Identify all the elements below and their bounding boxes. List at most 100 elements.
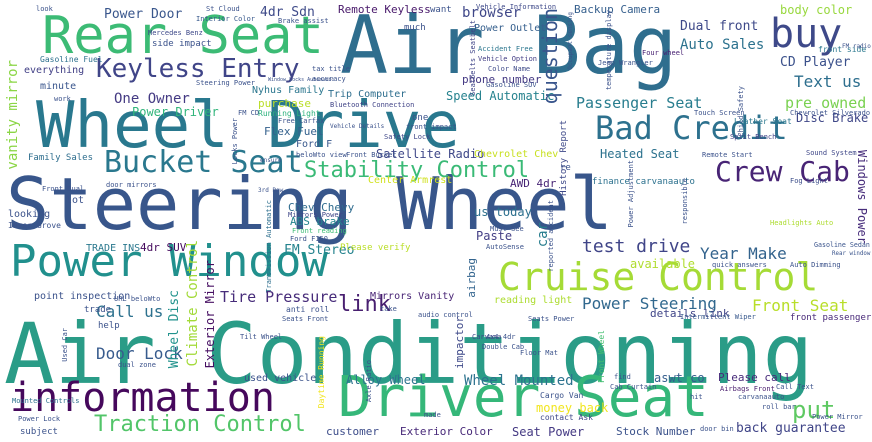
word-side-impact: side impact [152,39,212,49]
word-must-see: Must See [490,225,524,233]
word-brake-assist: Brake assist [278,17,329,25]
word-seats-power: Seats Power [528,315,575,323]
word-remote-start: Remote Start [702,151,753,159]
word-4dr-suv: 4dr SUV [140,241,187,254]
word-one: one [412,113,429,123]
word-phone-number: phone number [462,73,542,86]
word-help: help [98,321,120,331]
word-4dr-sdn: 4dr Sdn [260,5,315,20]
word-3rd-row: 3rd Row [258,187,284,194]
word-fm-radio: FM radio [842,43,871,50]
word-autosense: AutoSense [486,243,524,251]
word-power-driver: Power Driver [132,105,219,119]
word-lot: lot [66,195,85,206]
word-leather-seat: Leather Seat [734,117,792,126]
word-looking: looking [8,209,51,220]
word-hit: hit [690,393,703,401]
word-call-text: Call Text [776,383,814,391]
word-made: made [424,411,441,419]
word-accident-free: Accident Free [478,45,533,53]
word-everything: everything [24,65,85,76]
word-keyless-entry: Keyless Entry [96,54,300,84]
word-quick-answers: quick answers [712,261,767,269]
word-wheel-mounted: Wheel Mounted [464,373,574,389]
word-daytime-running: Daytime Running [317,336,326,409]
word-seat-power: Seat Power [512,425,585,439]
word-vehicle-details: Vehicle Details [330,123,385,130]
word-mirrors-power: Mirrors Power [288,211,343,219]
word-vehicle-option: Vehicle Option [478,55,538,63]
word-take: take [380,305,397,313]
word-ensure: ensure [260,157,282,164]
word-heated-seat: Heated Seat [600,147,680,161]
word-bad-credit: Bad Credit [595,109,788,147]
word-dual-zone: dual zone [118,361,156,369]
word-power-outlet: Power Outlet [474,23,547,34]
word-front-bucket: Front Bucket [346,151,397,159]
word-door-lock: Door Lock [96,344,183,363]
word-minute: minute [40,81,77,92]
word-family-sales: Family Sales [28,153,94,163]
word-tire-pressure: Tire Pressure [220,288,338,306]
word-chevrolet-chev: Chevrolet Chev [474,149,559,160]
word-tilt-wheel: Tilt Wheel [240,333,283,341]
word-bucket-seat: Bucket Seat [104,145,303,180]
word-money-back: money back [536,401,609,415]
word-trade: trade [84,305,112,315]
word-details-link: details link [650,307,730,320]
word-air-bag: Air Bag [340,0,678,92]
word-point-inspection: point inspection [34,291,131,302]
word-touch-screen: Touch Screen [694,109,745,117]
word-pre-owned: pre owned [785,94,867,112]
word-history-report: History Report [559,120,569,196]
word-body-color: body color [780,3,853,17]
word-traction-control: Traction Control [94,412,306,437]
word-satellite-radio: Satellite Radio [376,147,485,161]
word-disc-brake: Disc Brake [796,111,869,125]
word-power-window: Power Window [10,236,328,287]
word-cargo-van: Cargo Van [540,391,584,400]
word-intermittent-wiper: Intermittent Wiper [680,313,756,321]
word-gasoline-suv: Gasoline SUV [486,81,537,89]
word-door-bin: door bin [700,425,734,433]
word-fm-stereo: FM Stereo [284,243,355,258]
word-bluetooth-connection: Bluetooth Connection [330,101,415,109]
word-front-seat: Front Seat [752,296,849,315]
word-running-light: Running Light [258,109,321,118]
word-put: put [792,396,836,424]
word-one-owner: One Owner [114,91,190,107]
word-nyhus-family: Nyhus Family [252,85,325,96]
word-door-mirrors: door mirrors [106,181,157,189]
word-fm-cd: FM CD [238,109,260,117]
word-browser: browser [462,5,522,21]
word-re: re [560,163,571,173]
word-vehicle-information: Vehicle Information [476,3,557,11]
word-mercedes-benz: Mercedes Benz [148,29,203,37]
word-ford-f150: Ford F150 [290,235,328,243]
word-passenger-seat: Passenger Seat [576,94,703,112]
word-finance-carvanaauto: finance carvanaauto [592,177,695,187]
word-carvana: Carvana [472,333,502,341]
word-customer: customer [326,425,379,438]
word-us-today: us today [474,205,532,219]
word-4x4-4dr: 4x4 4dr [486,333,516,341]
word-inver-grove: Inver Grove [8,221,61,230]
word-vanity-mirror: vanity mirror [5,60,21,170]
word-jeep-wrangler: Jeep Wrangler [598,59,653,67]
word-accuracy: accuracy [312,75,346,83]
word-fog-light: Fog Light [790,177,828,185]
word-gasoline-sedan: Gasoline Sedan [814,241,870,249]
word-seatbelts-seatbelt: Seatbelts Seatbelt [469,20,477,96]
word-mirrors-vanity: Mirrors Vanity [370,291,455,302]
word-cab-curtain: Cab Curtain [610,383,657,391]
word-url-belowto: URL beloWto [114,295,161,303]
word-want: want [430,5,452,15]
word-find: find [614,373,631,381]
word-seats-front: Seats Front [282,315,329,323]
word-look: look [36,5,53,13]
word-front-wheel: Front Wheel [597,330,606,383]
word-carvanaauto: carvanaauto [738,393,785,401]
word-chev-chevy: Chev Chevy [288,201,355,214]
word-airbags-front: Airbags Front [720,385,775,393]
